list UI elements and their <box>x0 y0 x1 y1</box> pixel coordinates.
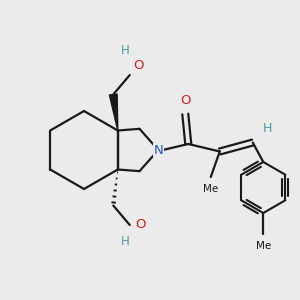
Text: O: O <box>135 218 146 232</box>
Text: O: O <box>134 59 144 73</box>
Text: H: H <box>121 44 130 58</box>
Text: Me: Me <box>256 241 271 251</box>
Polygon shape <box>110 94 118 130</box>
Text: H: H <box>263 122 272 136</box>
Text: H: H <box>121 235 130 248</box>
Text: N: N <box>153 143 163 157</box>
Text: O: O <box>180 94 190 107</box>
Text: Me: Me <box>203 184 218 194</box>
